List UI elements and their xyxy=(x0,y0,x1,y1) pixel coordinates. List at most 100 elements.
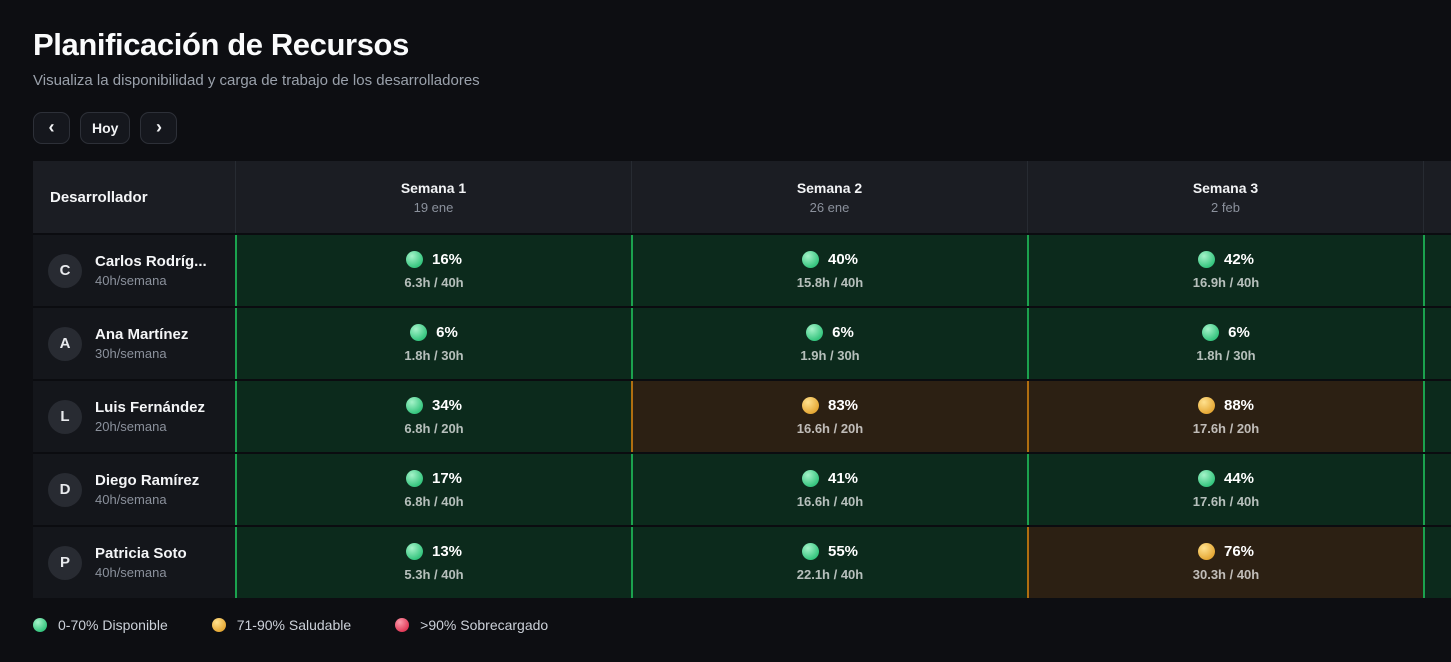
legend-item: 71-90% Saludable xyxy=(211,617,352,633)
allocation-cell[interactable]: 40% 15.8h / 40h xyxy=(631,235,1027,306)
developer-name: Diego Ramírez xyxy=(95,472,200,489)
allocation-summary: 40% xyxy=(801,251,859,268)
allocation-summary: 17% xyxy=(405,470,463,487)
allocation-cell[interactable]: 6% 1.8h / 30h xyxy=(1027,308,1423,379)
allocation-cell[interactable]: 13% 5.3h / 40h xyxy=(235,527,631,598)
allocation-percent: 34% xyxy=(431,397,463,414)
allocation-cell[interactable]: 42% 16.9h / 40h xyxy=(1027,235,1423,306)
allocation-cell[interactable] xyxy=(1423,527,1451,598)
planning-table: Desarrollador Semana 1 19 ene Semana 2 2… xyxy=(33,161,1451,598)
allocation-cell[interactable]: 55% 22.1h / 40h xyxy=(631,527,1027,598)
developer-capacity: 30h/semana xyxy=(95,346,167,361)
allocation-cell[interactable]: 34% 6.8h / 20h xyxy=(235,381,631,452)
week-column-header xyxy=(1423,161,1451,233)
allocation-percent: 13% xyxy=(431,543,463,560)
allocation-cell[interactable]: 88% 17.6h / 20h xyxy=(1027,381,1423,452)
next-week-button[interactable]: › xyxy=(140,112,178,144)
page-title: Planificación de Recursos xyxy=(33,27,409,62)
developer-info: Patricia Soto 40h/semana xyxy=(95,545,187,580)
allocation-percent: 16% xyxy=(431,251,463,268)
allocation-percent: 41% xyxy=(827,470,859,487)
allocation-cell[interactable]: 76% 30.3h / 40h xyxy=(1027,527,1423,598)
allocation-summary: 42% xyxy=(1197,251,1254,268)
status-dot-icon xyxy=(405,543,423,560)
planner-body: C Carlos Rodríg... 40h/semana 16% 6.3h /… xyxy=(33,233,1451,598)
week-column-header: Semana 2 26 ene xyxy=(631,161,1027,233)
table-row: C Carlos Rodríg... 40h/semana 16% 6.3h /… xyxy=(33,233,1451,306)
allocation-percent: 6% xyxy=(436,324,458,341)
developer-cell: L Luis Fernández 20h/semana xyxy=(33,381,235,452)
week-column-header: Semana 1 19 ene xyxy=(235,161,631,233)
legend: 0-70% Disponible 71-90% Saludable >90% S… xyxy=(33,617,1418,633)
table-row: P Patricia Soto 40h/semana 13% 5.3h / 40… xyxy=(33,525,1451,598)
table-row: L Luis Fernández 20h/semana 34% 6.8h / 2… xyxy=(33,379,1451,452)
today-button[interactable]: Hoy xyxy=(80,112,131,144)
legend-label: 0-70% Disponible xyxy=(58,617,168,633)
allocation-summary: 6% xyxy=(1202,324,1250,341)
status-dot-icon xyxy=(1197,251,1215,268)
today-button-label: Hoy xyxy=(92,120,119,136)
allocation-cell[interactable] xyxy=(1423,454,1451,525)
allocation-summary: 88% xyxy=(1197,397,1255,414)
status-dot-icon xyxy=(801,397,819,414)
developer-name: Ana Martínez xyxy=(95,326,189,343)
allocation-hours: 15.8h / 40h xyxy=(796,275,864,290)
allocation-percent: 6% xyxy=(1228,324,1250,341)
table-row: A Ana Martínez 30h/semana 6% 1.8h / 30h … xyxy=(33,306,1451,379)
allocation-hours: 6.8h / 40h xyxy=(404,494,464,509)
avatar: C xyxy=(48,253,82,288)
allocation-summary: 41% xyxy=(801,470,859,487)
legend-label: 71-90% Saludable xyxy=(236,617,352,633)
status-dot-icon xyxy=(801,543,819,560)
status-dot-icon xyxy=(1202,324,1220,341)
week-navigation-toolbar: ‹ Hoy › xyxy=(33,112,1418,144)
allocation-hours: 1.8h / 30h xyxy=(404,348,464,363)
planning-table-viewport: Desarrollador Semana 1 19 ene Semana 2 2… xyxy=(33,161,1451,598)
week-label: Semana 1 xyxy=(400,179,467,196)
allocation-percent: 88% xyxy=(1223,397,1255,414)
developer-cell: P Patricia Soto 40h/semana xyxy=(33,527,235,598)
header-row: Desarrollador Semana 1 19 ene Semana 2 2… xyxy=(33,161,1451,233)
allocation-cell[interactable]: 16% 6.3h / 40h xyxy=(235,235,631,306)
week-label: Semana 3 xyxy=(1192,179,1259,196)
allocation-cell[interactable]: 83% 16.6h / 20h xyxy=(631,381,1027,452)
allocation-cell[interactable]: 44% 17.6h / 40h xyxy=(1027,454,1423,525)
status-dot-icon xyxy=(806,324,824,341)
developer-name: Carlos Rodríg... xyxy=(95,253,207,270)
avatar: P xyxy=(48,545,82,580)
developer-cell: D Diego Ramírez 40h/semana xyxy=(33,454,235,525)
allocation-cell[interactable] xyxy=(1423,381,1451,452)
allocation-cell[interactable]: 6% 1.8h / 30h xyxy=(235,308,631,379)
week-column-header: Semana 3 2 feb xyxy=(1027,161,1423,233)
allocation-percent: 17% xyxy=(431,470,463,487)
status-dot-icon xyxy=(1197,543,1215,560)
avatar: L xyxy=(48,399,82,434)
developer-capacity: 40h/semana xyxy=(95,273,167,288)
legend-item: 0-70% Disponible xyxy=(33,617,168,633)
prev-week-button[interactable]: ‹ xyxy=(33,112,70,144)
allocation-hours: 5.3h / 40h xyxy=(404,567,464,582)
allocation-cell[interactable]: 17% 6.8h / 40h xyxy=(235,454,631,525)
allocation-cell[interactable]: 41% 16.6h / 40h xyxy=(631,454,1027,525)
allocation-summary: 6% xyxy=(806,324,854,341)
status-dot-icon xyxy=(801,470,819,487)
table-row: D Diego Ramírez 40h/semana 17% 6.8h / 40… xyxy=(33,452,1451,525)
allocation-percent: 40% xyxy=(827,251,859,268)
allocation-cell[interactable]: 6% 1.9h / 30h xyxy=(631,308,1027,379)
developer-cell: A Ana Martínez 30h/semana xyxy=(33,308,235,379)
allocation-cell[interactable] xyxy=(1423,308,1451,379)
allocation-summary: 13% xyxy=(405,543,463,560)
allocation-summary: 83% xyxy=(801,397,859,414)
developer-info: Carlos Rodríg... 40h/semana xyxy=(95,253,207,288)
page-subtitle: Visualiza la disponibilidad y carga de t… xyxy=(33,72,480,89)
allocation-summary: 34% xyxy=(405,397,463,414)
developer-capacity: 40h/semana xyxy=(95,492,167,507)
allocation-percent: 6% xyxy=(832,324,854,341)
status-dot-icon xyxy=(410,324,428,341)
status-dot-icon xyxy=(1197,470,1215,487)
allocation-percent: 83% xyxy=(827,397,859,414)
allocation-hours: 22.1h / 40h xyxy=(796,567,864,582)
allocation-cell[interactable] xyxy=(1423,235,1451,306)
status-dot-icon xyxy=(405,397,423,414)
status-dot-icon xyxy=(801,251,819,268)
